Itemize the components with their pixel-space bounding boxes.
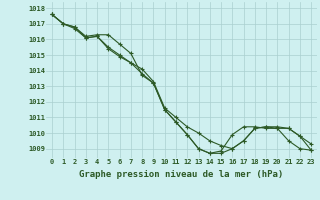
X-axis label: Graphe pression niveau de la mer (hPa): Graphe pression niveau de la mer (hPa) — [79, 170, 284, 179]
